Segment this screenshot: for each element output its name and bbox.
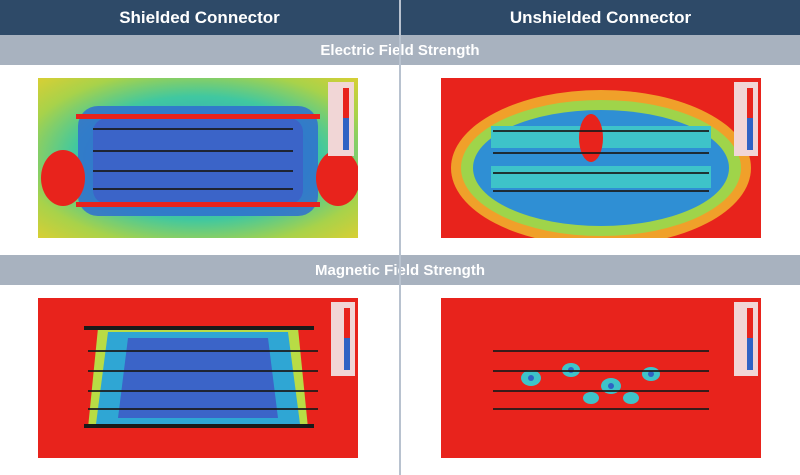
magnetic-shielded-plot xyxy=(38,298,358,458)
column-title-unshielded: Unshielded Connector xyxy=(509,7,692,27)
column-title-shielded: Shielded Connector xyxy=(119,7,280,27)
electric-shielded-plot xyxy=(38,78,358,238)
magnetic-unshielded-plot xyxy=(441,298,761,458)
column-divider xyxy=(399,0,401,475)
column-header-shielded: Shielded Connector xyxy=(0,0,399,35)
column-header-unshielded: Unshielded Connector xyxy=(401,0,800,35)
electric-unshielded-plot xyxy=(441,78,761,238)
